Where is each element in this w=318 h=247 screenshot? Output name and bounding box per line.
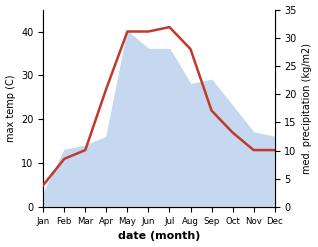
Y-axis label: max temp (C): max temp (C) — [5, 75, 16, 142]
Y-axis label: med. precipitation (kg/m2): med. precipitation (kg/m2) — [302, 43, 313, 174]
X-axis label: date (month): date (month) — [118, 231, 200, 242]
